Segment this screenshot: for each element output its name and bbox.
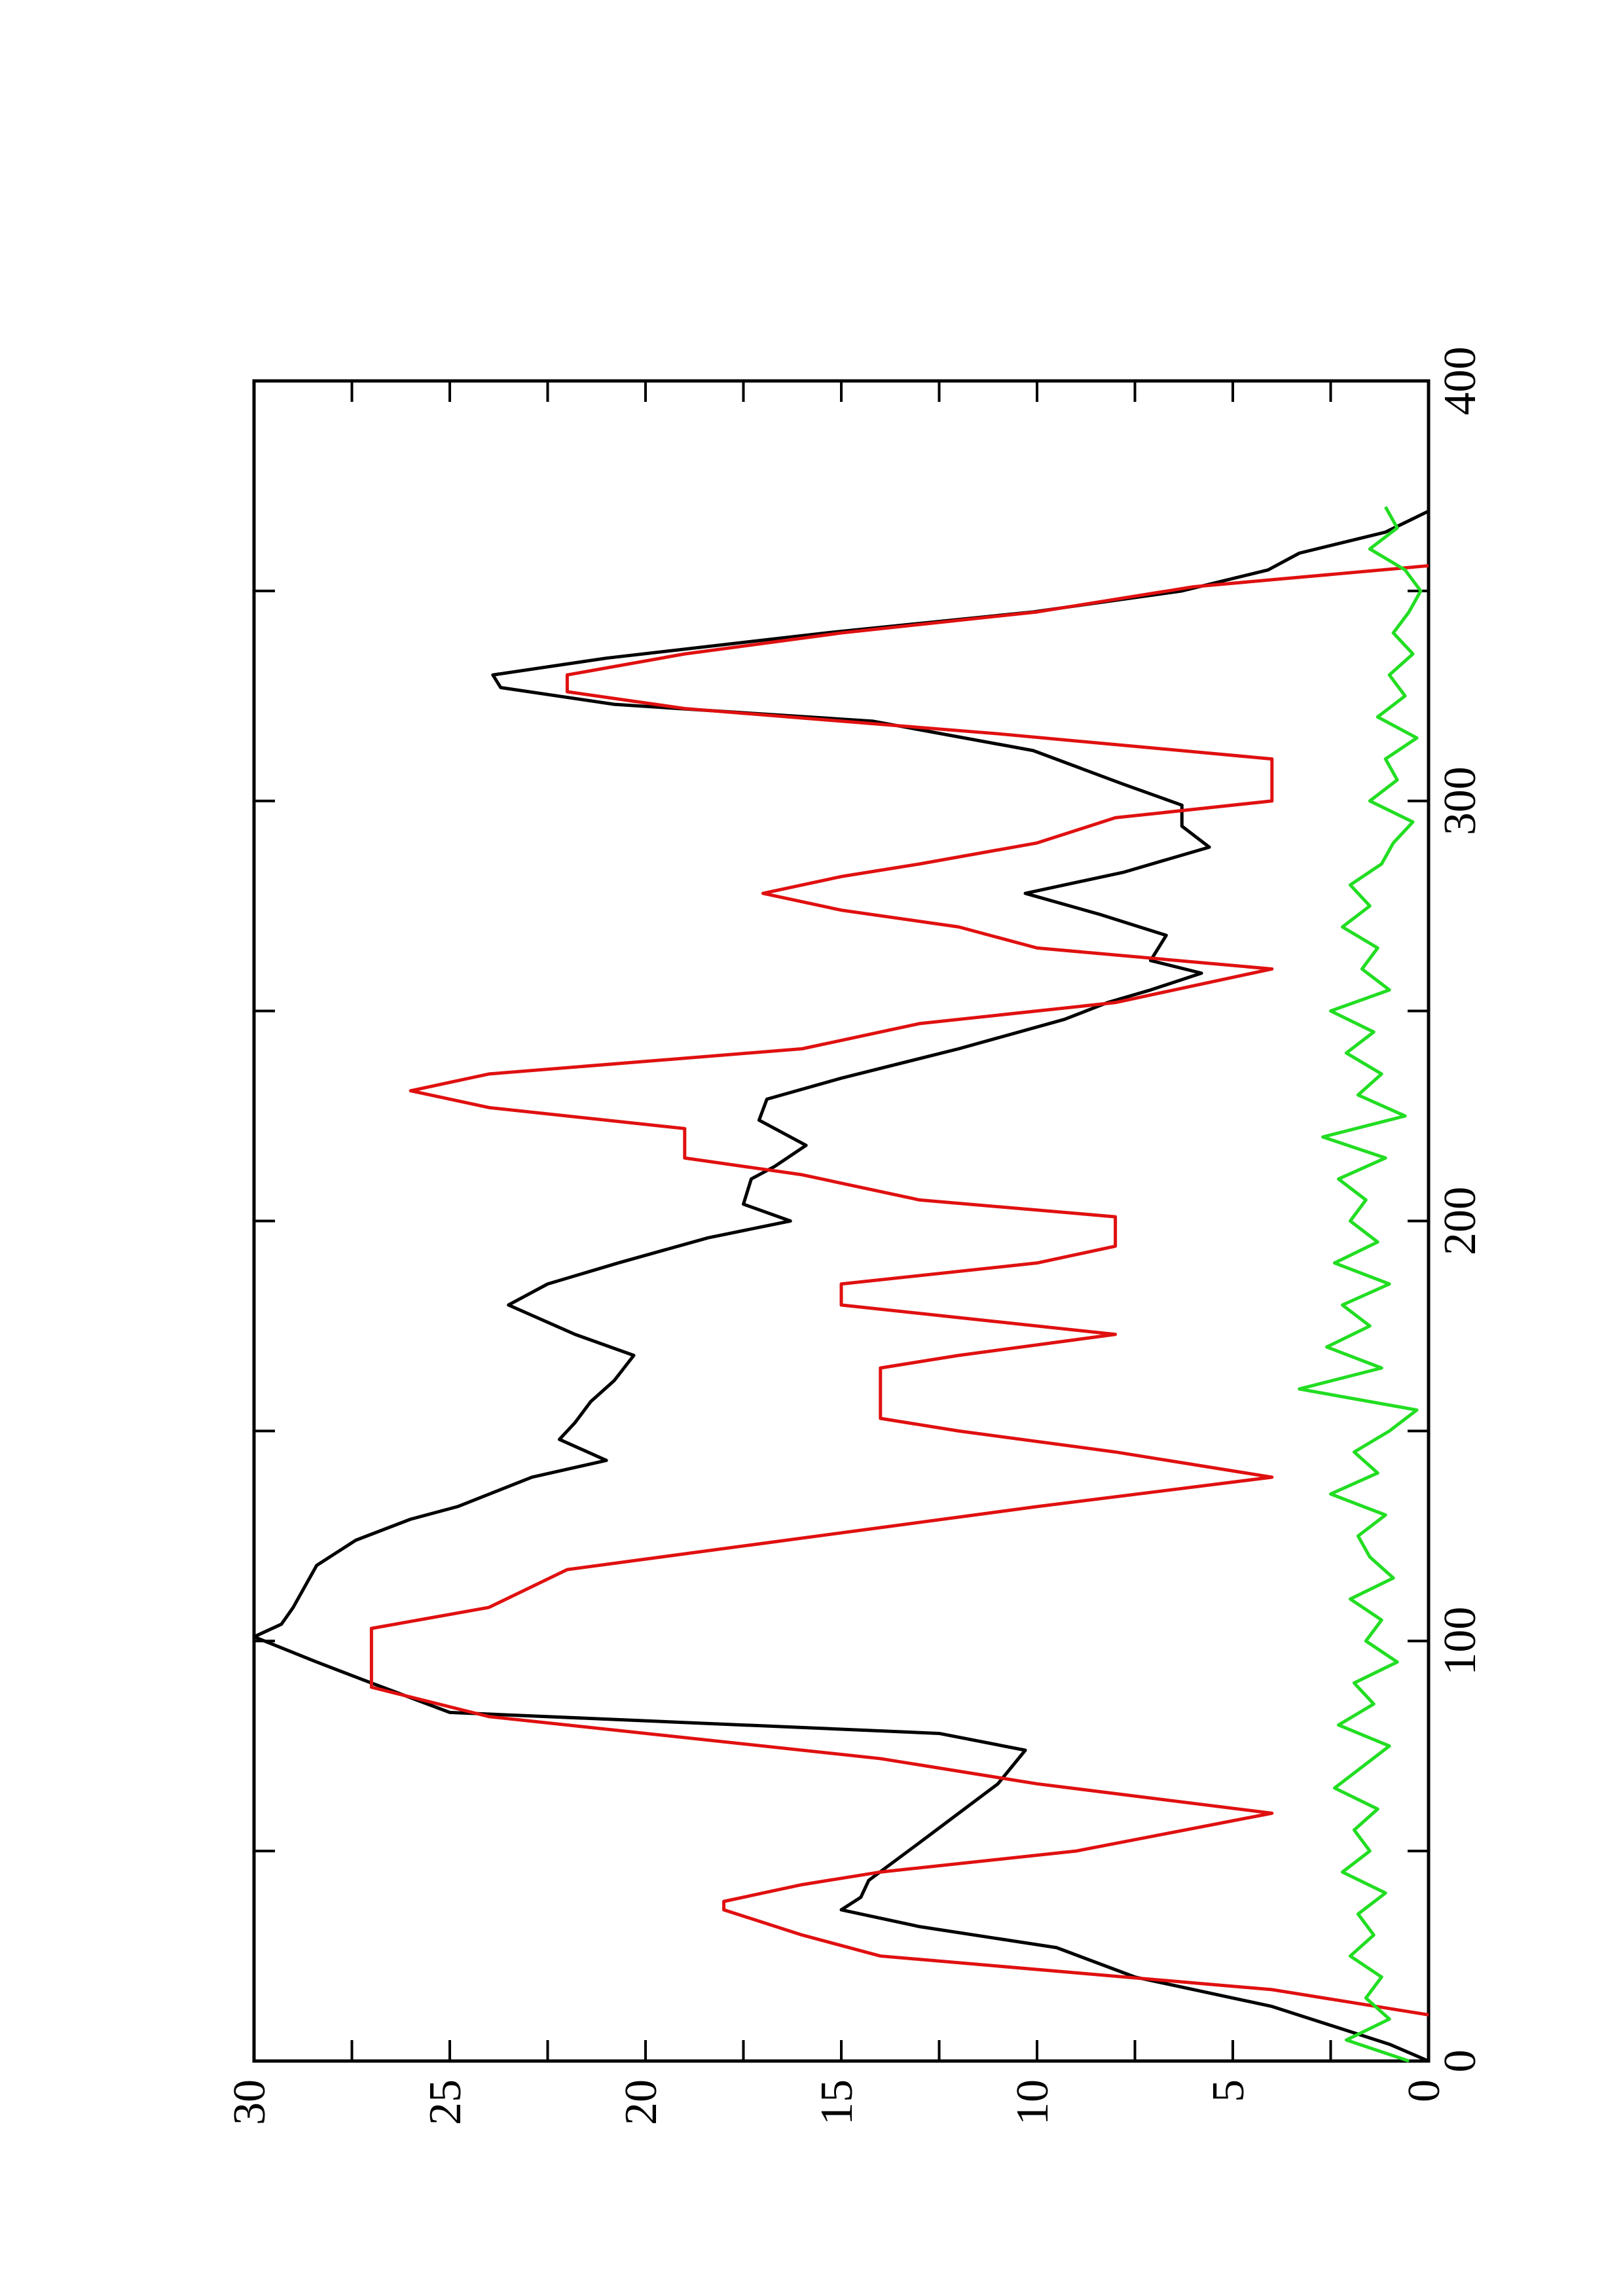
x-tick-label: 200	[1435, 1187, 1486, 1255]
y-tick-label: 30	[225, 2079, 275, 2125]
series-line	[369, 564, 1429, 2017]
x-tick-label: 100	[1435, 1607, 1486, 1676]
y-tick-label: 5	[1203, 2079, 1254, 2102]
y-tick-label: 25	[420, 2079, 471, 2125]
x-tick-label: 400	[1435, 347, 1486, 416]
series-line	[1298, 506, 1423, 2063]
plot-area: 0 100 200 300 400 0 5 10 15 20 25 30	[225, 347, 1486, 2126]
x-tick-label: 300	[1435, 766, 1486, 835]
y-tick-label: 15	[812, 2079, 862, 2125]
y-tick-label: 0	[1399, 2079, 1450, 2102]
y-tick-label: 20	[616, 2079, 666, 2125]
series-line	[252, 509, 1430, 2063]
y-tick-label: 10	[1008, 2079, 1058, 2125]
x-tick-label: 0	[1435, 2050, 1486, 2073]
